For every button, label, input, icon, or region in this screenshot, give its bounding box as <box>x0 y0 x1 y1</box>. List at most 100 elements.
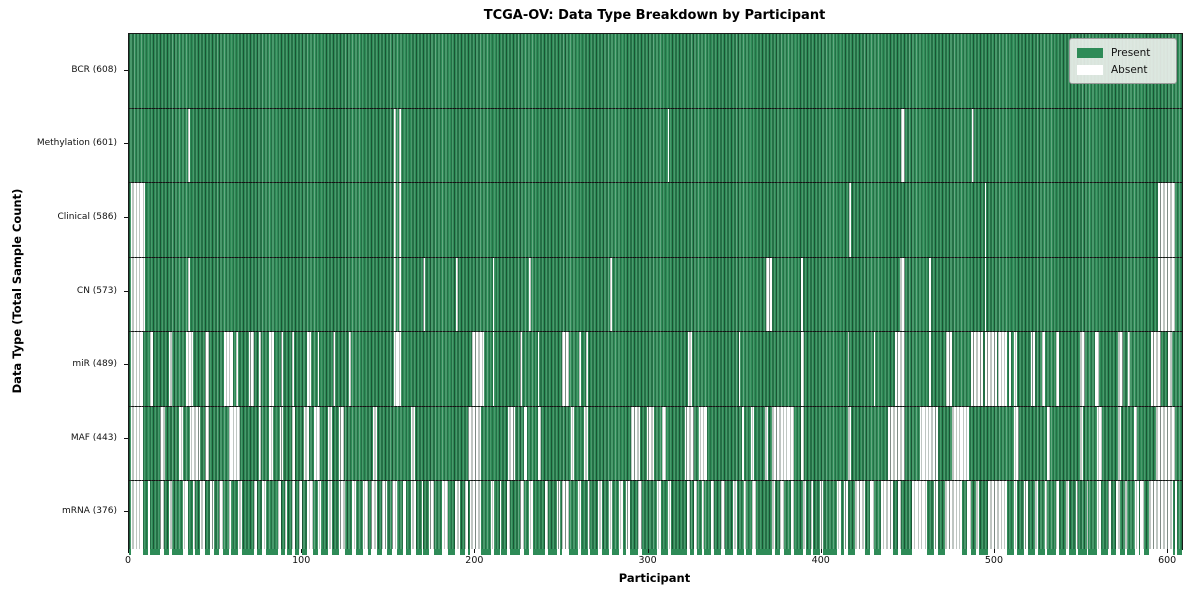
absent-stripe <box>975 481 980 555</box>
absent-stripe <box>352 481 356 555</box>
absent-stripe <box>587 481 590 555</box>
legend-label-absent: Absent <box>1111 63 1148 76</box>
absent-stripe <box>771 481 775 555</box>
absent-stripe <box>800 406 805 481</box>
absent-stripe <box>556 481 561 555</box>
absent-stripe <box>929 332 931 406</box>
absent-stripe <box>506 481 510 555</box>
legend-label-present: Present <box>1111 46 1151 59</box>
absent-stripe <box>428 481 434 555</box>
absent-stripe <box>1014 406 1020 481</box>
absent-stripe <box>800 257 803 332</box>
absent-stripe <box>520 481 524 555</box>
absent-stripe <box>471 332 485 406</box>
absent-stripe <box>338 481 346 555</box>
absent-stripe <box>492 257 495 332</box>
absent-stripe <box>887 406 905 481</box>
absent-stripe <box>586 332 588 406</box>
absent-stripe <box>1156 406 1176 481</box>
absent-stripe <box>967 481 971 555</box>
absent-stripe <box>752 481 756 555</box>
x-tick-mark <box>474 549 476 553</box>
absent-stripe <box>523 406 528 481</box>
absent-stripe <box>934 481 938 555</box>
absent-stripe <box>811 481 814 555</box>
absent-stripe <box>248 332 254 406</box>
absent-stripe <box>873 332 876 406</box>
absent-stripe <box>1124 481 1127 555</box>
absent-stripe <box>820 481 824 555</box>
absent-stripe <box>205 406 209 481</box>
absent-stripe <box>210 481 214 555</box>
present-fill <box>129 332 1182 406</box>
absent-stripe <box>392 481 398 555</box>
absent-stripe <box>328 481 332 555</box>
absent-stripe <box>492 332 495 406</box>
absent-stripe <box>1055 332 1060 406</box>
absent-stripe <box>667 481 672 555</box>
absent-stripe <box>338 406 344 481</box>
absent-stripe <box>399 257 401 332</box>
absent-stripe <box>702 481 704 555</box>
absent-stripe <box>743 481 746 555</box>
y-axis-label-area: Data Type (Total Sample Count) <box>0 33 34 548</box>
heatmap-plot-area <box>128 33 1183 555</box>
absent-stripe <box>646 406 654 481</box>
absent-stripe <box>529 481 533 555</box>
absent-stripe <box>800 332 805 406</box>
y-tick-mark <box>124 437 128 439</box>
absent-stripe <box>348 332 351 406</box>
absent-stripe <box>1055 481 1060 555</box>
absent-stripe <box>684 406 694 481</box>
absent-stripe <box>179 406 183 481</box>
x-axis-label: Participant <box>618 571 691 585</box>
absent-stripe <box>662 406 666 481</box>
y-axis-label: Data Type (Total Sample Count) <box>10 188 24 393</box>
absent-stripe <box>1008 332 1011 406</box>
heatmap-row-maf <box>129 405 1182 481</box>
present-fill <box>129 257 1182 332</box>
y-tick-mark <box>124 143 128 145</box>
absent-stripe <box>984 183 987 257</box>
absent-stripe <box>303 406 310 481</box>
absent-stripe <box>610 257 613 332</box>
y-tick-label-mir: miR (489) <box>72 359 117 370</box>
absent-stripe <box>317 481 322 555</box>
absent-stripe <box>1079 406 1084 481</box>
absent-stripe <box>402 481 407 555</box>
absent-stripe <box>1095 332 1099 406</box>
absent-stripe <box>160 481 164 555</box>
absent-stripe <box>771 406 795 481</box>
y-tick-label-cn: CN (573) <box>76 285 117 296</box>
absent-stripe <box>1034 481 1039 555</box>
absent-stripe <box>187 108 190 183</box>
absent-stripe <box>269 332 275 406</box>
y-tick-label-mrna: mRNA (376) <box>62 506 117 517</box>
x-tick-label-100: 100 <box>292 555 311 566</box>
absent-stripe <box>399 183 401 257</box>
absent-stripe <box>1024 481 1028 555</box>
absent-stripe <box>160 406 166 481</box>
absent-stripe <box>442 481 448 555</box>
absent-stripe <box>284 481 287 555</box>
absent-stripe <box>742 406 744 481</box>
absent-stripe <box>911 481 928 555</box>
absent-stripe <box>399 108 401 183</box>
absent-stripe <box>269 406 273 481</box>
y-tick-mark <box>124 511 128 513</box>
absent-stripe <box>130 257 145 332</box>
absent-stripe <box>291 481 296 555</box>
absent-stripe <box>499 481 502 555</box>
absent-stripe <box>598 481 602 555</box>
absent-stripe <box>837 481 841 555</box>
absent-stripe <box>1086 481 1089 555</box>
absent-stripe <box>693 481 698 555</box>
legend-item-absent: Absent <box>1077 61 1168 78</box>
x-tick-label-500: 500 <box>984 555 1004 566</box>
absent-stripe <box>1097 406 1103 481</box>
x-tick-mark <box>128 549 129 553</box>
legend-box: Present Absent <box>1069 38 1177 84</box>
absent-stripe <box>148 481 150 555</box>
absent-stripe <box>168 332 173 406</box>
absent-stripe <box>667 108 670 183</box>
